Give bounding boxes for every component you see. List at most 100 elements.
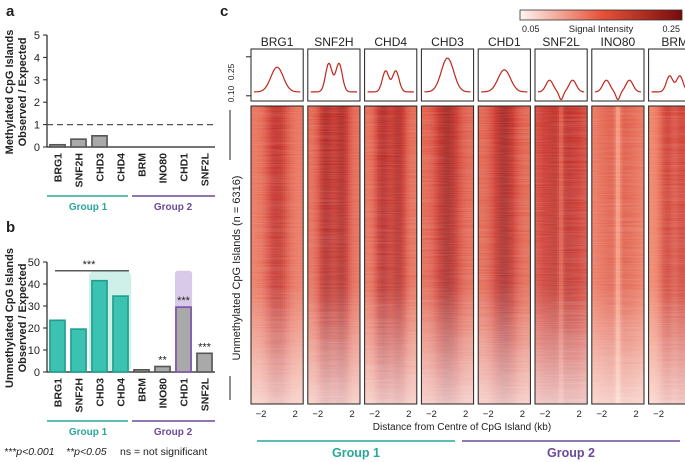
group1-bracket-label: *** [83, 259, 97, 271]
significance-snf2l: *** [198, 341, 212, 353]
heatmap-chd3 [420, 105, 475, 405]
profile-box-chd4 [364, 48, 418, 102]
remodeler-label-chd3: CHD3 [431, 35, 464, 49]
chart-a-ytick-label: 0 [34, 142, 40, 154]
profile-curve-chd3 [424, 57, 471, 93]
chart-a-xtick-label: BRM [137, 153, 149, 177]
unmethylated-bar-chart: Unmethylated CpG Islands Observed / Expe… [4, 248, 215, 412]
chart-b-xtick-label: BRM [137, 378, 149, 402]
chart-b-xtick-label: INO80 [158, 378, 170, 409]
xtick-left: −2 [426, 409, 437, 420]
heatmap-border [250, 105, 304, 405]
heatmap-chd1 [477, 105, 531, 405]
profile-box-chd3 [420, 48, 475, 102]
chart-b-xtick-label: CHD4 [116, 378, 128, 407]
profile-box-ino80 [591, 48, 645, 102]
profile-curve-ino80 [594, 79, 641, 101]
group-labels-a: Group 1 Group 2 [47, 195, 215, 213]
chart-a-ylabel-1: Methylated CpG Islands [4, 30, 16, 155]
chart-b-ytick-label: 10 [28, 345, 40, 357]
profile-curve-brm [651, 75, 685, 93]
group1-label-b: Group 1 [69, 427, 108, 438]
xtick-left: −2 [369, 409, 380, 420]
chart-a-ylabel-2: Observed / Expected [17, 38, 29, 147]
remodeler-label-brg1: BRG1 [261, 35, 294, 49]
chart-b-ytick-label: 0 [34, 367, 40, 379]
bar-b-snf2l [196, 352, 213, 373]
colorbar-title: Signal Intensity [569, 24, 634, 35]
colorbar [519, 9, 683, 21]
xtick-right: 2 [349, 409, 354, 420]
xtick-left: −2 [256, 409, 267, 420]
profile-curve-chd4 [367, 70, 414, 93]
remodeler-label-chd1: CHD1 [488, 35, 521, 49]
bar-a-snf2h [70, 138, 87, 148]
colorbar-min: 0.05 [522, 24, 540, 34]
chart-a-ytick-label: 1 [34, 120, 40, 132]
remodeler-label-snf2h: SNF2H [314, 35, 353, 49]
chart-b-xtick-label: SNF2L [200, 377, 212, 411]
panel-label-b: b [6, 219, 15, 236]
profile-box-brg1 [250, 48, 304, 102]
profile-box-chd1 [477, 48, 531, 102]
heatmap-panel: 0.05 Signal Intensity 0.25 0.25 0.10 Unm… [226, 9, 685, 460]
heatmap-fade [591, 106, 644, 404]
chart-a-ytick-label: 4 [34, 52, 40, 64]
xtick-left: −2 [653, 409, 664, 420]
profile-ytick-top: 0.25 [226, 63, 236, 80]
methylated-bar-chart: Methylated CpG Islands Observed / Expect… [4, 30, 215, 187]
bar-b-chd3 [91, 279, 108, 373]
heatmap-fade [535, 106, 588, 404]
heatmap-fade [364, 106, 417, 404]
profile-curve-snf2l [538, 79, 585, 101]
profile-curve-brg1 [254, 66, 301, 93]
bar-b-snf2h [70, 328, 87, 373]
heatmap-fade [478, 106, 531, 404]
heatmap-chd4 [364, 105, 418, 405]
group2-label-b: Group 2 [154, 427, 193, 438]
chart-b-ylabel-2: Observed / Expected [17, 264, 29, 373]
bar-b-chd4 [112, 295, 129, 373]
chart-b-xtick-label: BRG1 [53, 378, 65, 407]
heatmap-border [307, 105, 361, 405]
bar-b-ino80 [154, 365, 171, 373]
xtick-left: −2 [540, 409, 551, 420]
bar-b-brg1 [49, 319, 66, 373]
profile-curve-chd1 [481, 69, 528, 93]
xtick-left: −2 [312, 409, 323, 420]
heatmap-border [534, 105, 588, 405]
heatmap-fade [307, 106, 360, 404]
chart-b-xtick-label: CHD3 [95, 378, 107, 407]
chart-b-ytick-label: 20 [28, 323, 40, 335]
chart-a-ytick-label: 2 [34, 97, 40, 109]
chart-a-xtick-label: SNF2L [200, 152, 212, 186]
chart-b-xtick-label: SNF2H [74, 378, 86, 412]
note-p001: ***p<0.001 [4, 446, 55, 458]
heatmap-brg1 [250, 105, 304, 405]
heatmap-border [648, 105, 685, 405]
group2-label-c: Group 2 [547, 446, 595, 460]
note-p005: **p<0.05 [66, 446, 107, 458]
significance-ino80: ** [158, 355, 167, 367]
xtick-right: 2 [520, 409, 525, 420]
heatmap-snf2l [534, 105, 588, 405]
bar-b-brm [133, 368, 150, 373]
chart-a-xtick-label: CHD3 [95, 153, 107, 182]
heatmap-row-label: Unmethylated CpG Islands (n = 6316) [231, 176, 243, 361]
group2-label-a: Group 2 [154, 202, 193, 213]
xtick-right: 2 [463, 409, 468, 420]
heatmap-fade [648, 106, 685, 404]
remodeler-label-ino80: INO80 [601, 35, 636, 49]
heatmap-brm [648, 105, 685, 405]
chart-b-ytick-label: 30 [28, 301, 40, 313]
significance-legend: ***p<0.001 **p<0.05 ns = not significant [4, 446, 207, 458]
group-labels-b: Group 1 Group 2 [47, 420, 215, 438]
profile-ytick-bottom: 0.10 [226, 85, 236, 102]
xtick-right: 2 [577, 409, 582, 420]
chart-a-xtick-label: INO80 [158, 153, 170, 184]
heatmap-border [420, 105, 475, 405]
xtick-left: −2 [483, 409, 494, 420]
profile-box-brm [648, 48, 685, 102]
remodeler-label-brm: BRM [661, 35, 685, 49]
